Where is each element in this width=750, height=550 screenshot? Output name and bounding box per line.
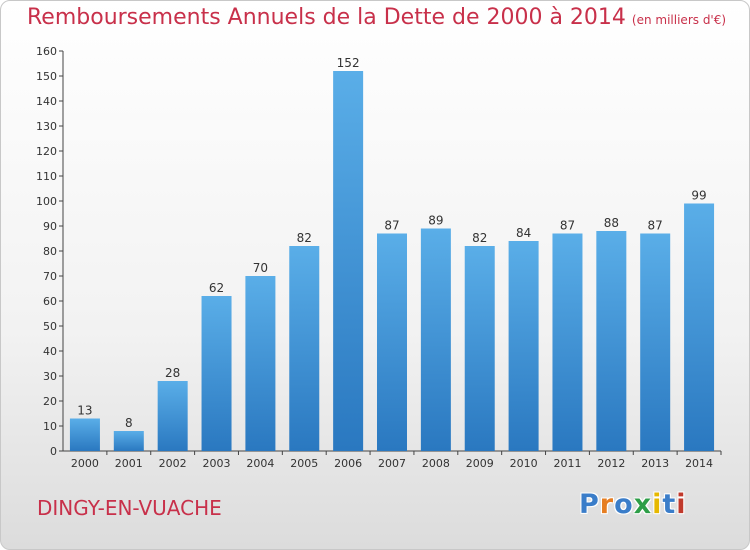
bar-value-label: 84 [516, 226, 531, 240]
x-tick-label: 2002 [159, 457, 187, 470]
bar-value-label: 87 [560, 219, 575, 233]
bar [113, 431, 144, 451]
bar [157, 381, 188, 451]
x-tick-label: 2014 [685, 457, 713, 470]
y-tick-label: 130 [36, 120, 57, 133]
y-tick-label: 20 [43, 395, 57, 408]
bar [245, 276, 276, 451]
bar [552, 233, 583, 451]
x-tick-labels: 2000 2001 2002 2003 2004 2005 2006 2007 2008 2009… [71, 451, 722, 470]
x-tick-label: 2001 [115, 457, 143, 470]
logo-letter: P [579, 489, 600, 520]
logo-letter: i [676, 489, 687, 520]
unit-label: (en milliers d'€) [631, 13, 727, 27]
y-tick-label: 120 [36, 145, 57, 158]
bar-value-label: 87 [648, 219, 663, 233]
bar-value-label: 62 [209, 281, 224, 295]
value-labels: 13 8 28 62 70 82 152 87 89 82 84 87 88 87 99 [77, 56, 706, 430]
logo-letter: t [662, 489, 677, 520]
bar [640, 233, 671, 451]
title-text: Remboursements Annuels de la Dette de 20… [27, 5, 626, 30]
y-tick-label: 40 [43, 345, 57, 358]
x-tick-label: 2003 [203, 457, 231, 470]
bar [508, 241, 539, 451]
bar [201, 296, 232, 451]
bar-value-label: 13 [77, 404, 92, 418]
x-tick-label: 2008 [422, 457, 450, 470]
x-tick-label: 2006 [334, 457, 362, 470]
y-tick-label: 110 [36, 170, 57, 183]
bar-value-label: 82 [472, 231, 487, 245]
chart-title: Remboursements Annuels de la Dette de 20… [27, 5, 726, 30]
bar [420, 228, 451, 451]
y-tick-label: 10 [43, 420, 57, 433]
y-tick-label: 100 [36, 195, 57, 208]
y-tick-label: 160 [36, 45, 57, 58]
x-tick-label: 2012 [597, 457, 625, 470]
bar [333, 71, 364, 451]
logo-letter: r [599, 489, 615, 520]
y-tick-label: 60 [43, 295, 57, 308]
x-tick-label: 2009 [466, 457, 494, 470]
logo-letter: x [633, 489, 653, 520]
y-tick-label: 30 [43, 370, 57, 383]
logo-letter: i [652, 489, 663, 520]
bar-value-label: 28 [165, 366, 180, 380]
bar [596, 231, 627, 451]
bar-value-label: 88 [604, 216, 619, 230]
y-tick-label: 0 [50, 445, 57, 458]
bar-value-label: 99 [691, 189, 706, 203]
bar-value-label: 89 [428, 214, 443, 228]
bar-value-label: 87 [384, 219, 399, 233]
x-tick-label: 2000 [71, 457, 99, 470]
bar [377, 233, 407, 451]
x-tick-label: 2013 [641, 457, 669, 470]
town-name: DINGY-EN-VUACHE [37, 496, 222, 520]
y-tick-label: 140 [36, 95, 57, 108]
x-tick-label: 2011 [553, 457, 581, 470]
bar [289, 246, 320, 451]
y-tick-label: 70 [43, 270, 57, 283]
bar [464, 246, 495, 451]
y-tick-label: 150 [36, 70, 57, 83]
y-tick-label: 50 [43, 320, 57, 333]
bar-value-label: 152 [337, 56, 360, 70]
bars [69, 71, 715, 451]
logo-letter: o [614, 489, 634, 520]
x-tick-label: 2004 [246, 457, 274, 470]
bar-value-label: 8 [125, 416, 133, 430]
proxiti-logo: Proxiti [579, 489, 687, 520]
bar [684, 203, 715, 451]
y-tick-label: 80 [43, 245, 57, 258]
x-tick-label: 2007 [378, 457, 406, 470]
x-tick-label: 2005 [290, 457, 318, 470]
y-tick-labels: 0 10 20 30 40 50 60 70 80 90 100 110 120 130 140 150 160 [36, 45, 63, 458]
y-tick-label: 90 [43, 220, 57, 233]
bar [69, 418, 100, 451]
bar-value-label: 82 [297, 231, 312, 245]
bar-value-label: 70 [253, 261, 268, 275]
x-tick-label: 2010 [510, 457, 538, 470]
